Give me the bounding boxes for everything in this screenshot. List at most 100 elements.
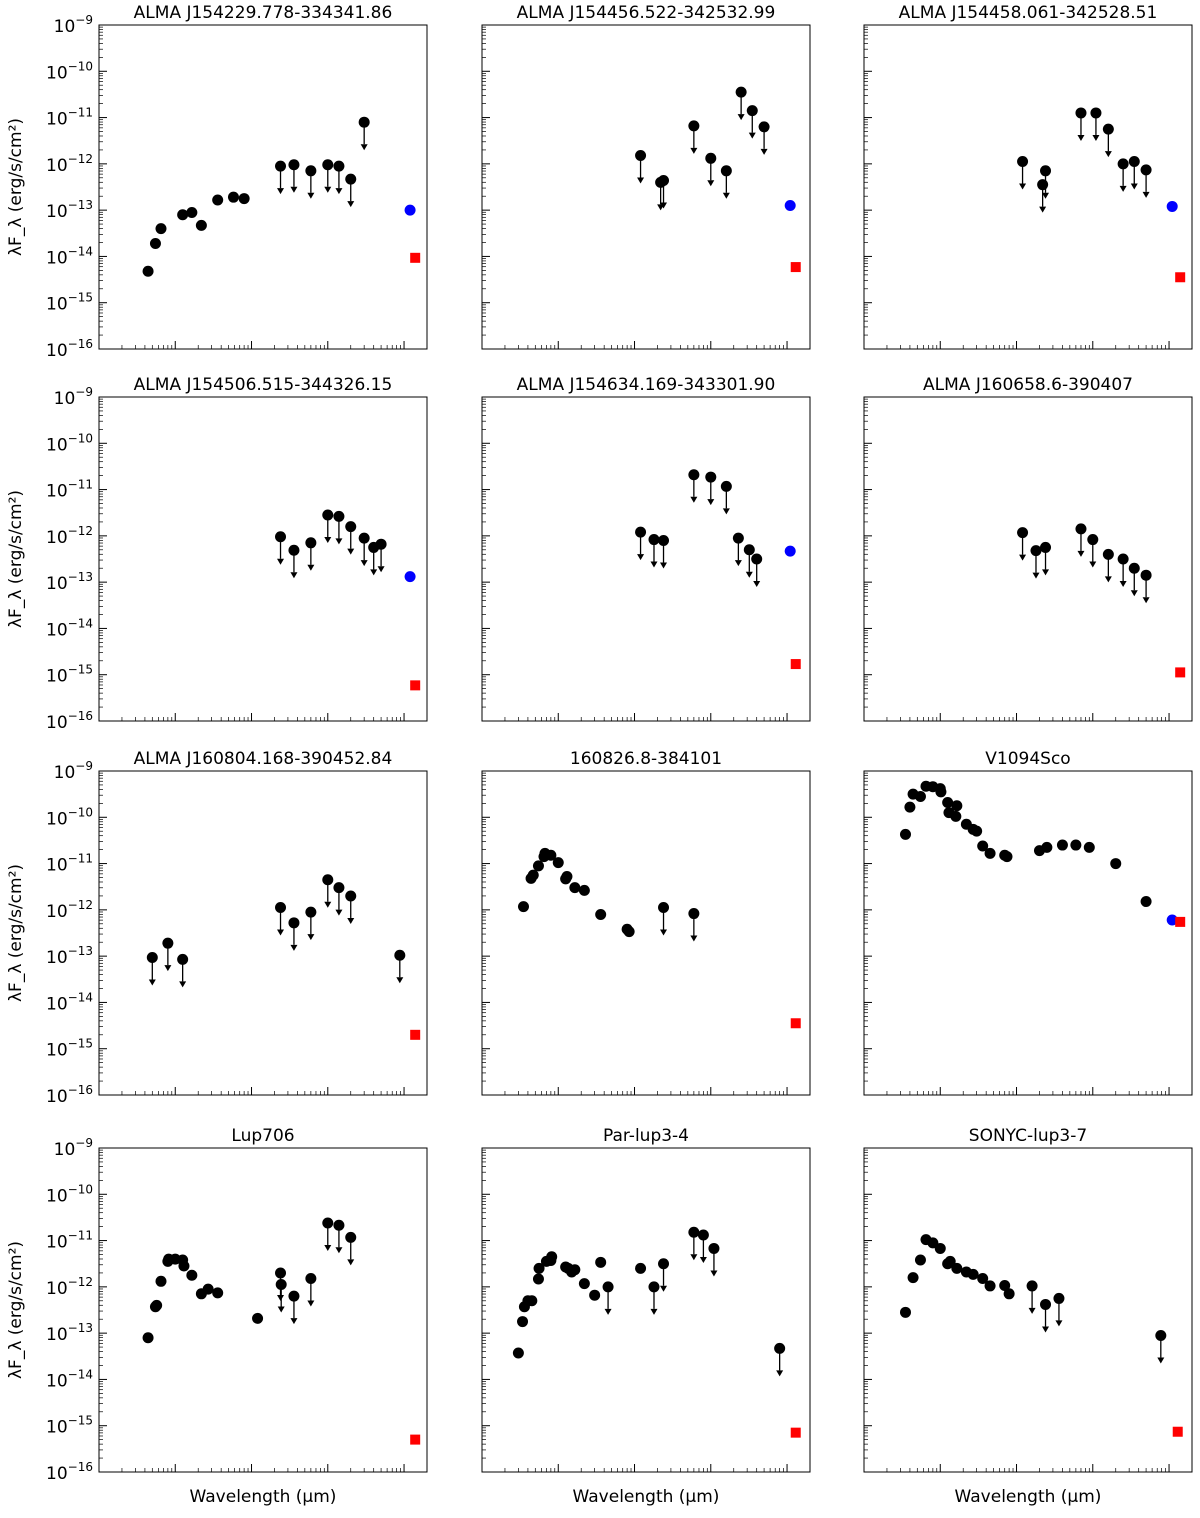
upper-limit-point	[305, 165, 317, 177]
upper-limit-point	[688, 469, 700, 481]
upper-limit-point	[732, 532, 744, 544]
upper-limit-arrowhead	[290, 186, 298, 193]
upper-limit-point	[288, 544, 300, 556]
y-tick-label: 10−15	[46, 663, 93, 687]
upper-limit-point	[658, 1258, 670, 1270]
upper-limit-point	[1128, 156, 1140, 168]
upper-limit-arrowhead	[604, 1308, 612, 1315]
upper-limit-point	[345, 521, 357, 533]
alma-model-square	[1175, 272, 1186, 283]
upper-limit-arrowhead	[776, 1370, 784, 1377]
upper-limit-arrowhead	[760, 148, 768, 155]
photometry-point	[935, 786, 947, 798]
plot-frame	[481, 24, 811, 350]
upper-limit-arrowhead	[347, 201, 355, 208]
plot-frame	[98, 24, 428, 350]
upper-limit-point	[635, 526, 647, 538]
upper-limit-arrowhead	[324, 901, 332, 908]
data-marks	[635, 86, 801, 273]
upper-limit-point	[635, 150, 647, 162]
upper-limit-arrowhead	[277, 1306, 285, 1313]
upper-limit-arrowhead	[148, 979, 156, 986]
upper-limit-arrowhead	[1089, 561, 1097, 568]
upper-limit-arrowhead	[335, 909, 343, 916]
upper-limit-point	[774, 1342, 786, 1354]
y-axis-label: λF_λ (erg/s/cm²)	[6, 118, 26, 256]
upper-limit-arrowhead	[1019, 183, 1027, 190]
upper-limit-arrowhead	[690, 935, 698, 942]
photometry-point	[569, 1264, 581, 1276]
upper-limit-arrowhead	[396, 977, 404, 984]
upper-limit-point	[1102, 123, 1114, 135]
upper-limit-point	[288, 917, 300, 929]
upper-limit-point	[705, 471, 717, 483]
upper-limit-arrowhead	[324, 1244, 332, 1251]
upper-limit-point	[305, 906, 317, 918]
y-tick-label: 10−14	[46, 616, 93, 640]
upper-limit-arrowhead	[1092, 134, 1100, 141]
photometry-point	[212, 194, 224, 206]
upper-limit-point	[602, 1281, 614, 1293]
photometry-point	[177, 209, 189, 221]
y-tick-label: 10−16	[46, 337, 93, 361]
photometry-point	[517, 901, 529, 913]
upper-limit-arrowhead	[1077, 550, 1085, 557]
y-tick-label: 10−11	[46, 106, 93, 130]
upper-limit-arrowhead	[660, 562, 668, 569]
upper-limit-arrowhead	[1130, 590, 1138, 597]
panel-title: ALMA J154506.515-344326.15	[134, 375, 393, 395]
upper-limit-point	[146, 952, 158, 964]
photometry-point	[1056, 839, 1068, 851]
alma-model-square	[1175, 916, 1186, 927]
photometry-point	[533, 1262, 545, 1274]
sed-panel: ALMA J160804.168-390452.84 10−9 10−10 10−11…	[6, 749, 428, 1107]
y-tick-label: 10−9	[54, 385, 93, 409]
photometry-point	[155, 1275, 167, 1287]
alma-model-square	[790, 659, 801, 670]
upper-limit-arrowhead	[1039, 206, 1047, 213]
y-tick-label: 10−15	[46, 1414, 93, 1438]
upper-limit-point	[333, 160, 345, 172]
upper-limit-arrowhead	[722, 192, 730, 199]
photometry-point	[1003, 1288, 1015, 1300]
upper-limit-point	[322, 1217, 334, 1229]
plot-frame	[863, 396, 1193, 722]
upper-limit-point	[322, 874, 334, 886]
photometry-point	[942, 796, 954, 808]
sed-panel: ALMA J154506.515-344326.15 10−9 10−10 10−11…	[6, 375, 428, 733]
upper-limit-point	[333, 510, 345, 522]
upper-limit-point	[708, 1242, 720, 1254]
upper-limit-arrowhead	[277, 188, 285, 195]
upper-limit-arrowhead	[335, 538, 343, 545]
photometry-point	[569, 882, 581, 894]
plot-frame	[98, 1147, 428, 1473]
y-tick-label: 10−10	[46, 1182, 93, 1206]
upper-limit-point	[751, 553, 763, 565]
photometry-point	[977, 840, 989, 852]
photometry-point	[512, 1347, 524, 1359]
photometry-point	[212, 1287, 224, 1299]
upper-limit-arrowhead	[1157, 1357, 1165, 1364]
alma-model-square	[1172, 1426, 1183, 1437]
photometry-point	[149, 237, 161, 249]
upper-limit-arrowhead	[1028, 1307, 1036, 1314]
data-marks	[635, 469, 801, 670]
upper-limit-point	[275, 902, 287, 914]
upper-limit-arrowhead	[707, 499, 715, 506]
upper-limit-arrowhead	[1104, 151, 1112, 158]
upper-limit-point	[1102, 548, 1114, 560]
upper-limit-arrowhead	[1142, 191, 1150, 198]
upper-limit-point	[275, 1267, 287, 1279]
sed-panel: Par-lup3-4 Wavelength (μm)	[481, 1126, 811, 1507]
y-tick-label: 10−14	[46, 990, 93, 1014]
photometry-point	[951, 1262, 963, 1274]
data-marks	[899, 780, 1186, 927]
upper-limit-arrowhead	[660, 202, 668, 209]
alma-model-square	[410, 680, 421, 691]
upper-limit-point	[394, 949, 406, 961]
upper-limit-arrowhead	[347, 917, 355, 924]
upper-limit-point	[1087, 534, 1099, 546]
photometry-point	[914, 1254, 926, 1266]
alma-model-square	[410, 1434, 421, 1445]
upper-limit-arrowhead	[748, 132, 756, 139]
